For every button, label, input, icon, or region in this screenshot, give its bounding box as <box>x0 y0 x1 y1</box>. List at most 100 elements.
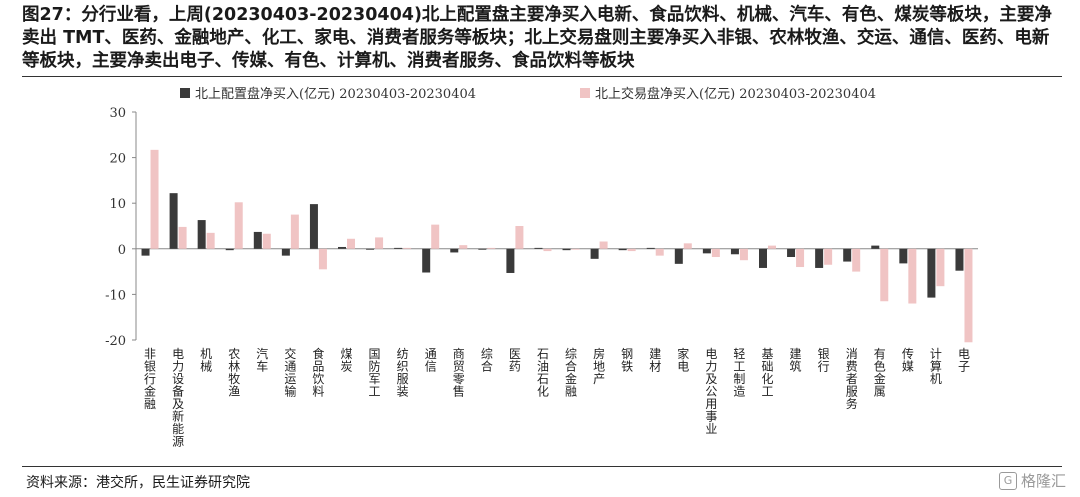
bar-trading <box>487 247 496 249</box>
bar-allocation <box>225 248 234 251</box>
bar-trading <box>178 226 187 249</box>
category-label: 煤炭 <box>340 347 352 374</box>
bar-allocation <box>730 248 739 255</box>
category-labels: 非银行金融 电力设备及新能源 机械 农林牧渔 汽车 交通运输 食品饮料 煤炭 国防军工 纺织服装 通… <box>144 346 970 449</box>
bar-trading <box>318 248 327 270</box>
bar-trading <box>234 202 243 249</box>
bar-allocation <box>141 248 150 256</box>
bar-trading <box>459 245 468 249</box>
bar-trading <box>964 248 973 343</box>
bar-allocation <box>590 248 599 259</box>
category-label: 综合金融 <box>565 347 577 399</box>
legend-swatch <box>580 88 590 98</box>
y-tick-label: 0 <box>118 243 126 258</box>
category-label: 综合 <box>481 347 493 374</box>
chart-axes: -20 -10 0 10 20 30 <box>105 106 978 349</box>
bar-allocation <box>197 220 206 249</box>
bar-allocation <box>562 248 571 251</box>
legend-label: 北上配置盘净买入(亿元) 20230403-20230404 <box>195 86 476 102</box>
watermark-text: 格隆汇 <box>1020 472 1066 490</box>
bar-trading <box>852 248 861 272</box>
title-divider <box>22 76 1062 77</box>
bar-allocation <box>309 204 318 249</box>
bar-allocation <box>534 247 543 249</box>
watermark: G 格隆汇 <box>998 470 1066 491</box>
source-note: 资料来源：港交所，民生证券研究院 <box>26 475 250 491</box>
bar-trading <box>683 243 692 249</box>
bar-chart: 北上配置盘净买入(亿元) 20230403-20230404 北上交易盘净买入(亿… <box>105 86 978 449</box>
bar-trading <box>347 238 355 249</box>
category-label: 机械 <box>200 347 212 374</box>
legend-swatch <box>180 88 190 98</box>
bar-allocation <box>843 248 852 262</box>
bar-allocation <box>674 248 683 264</box>
bar-trading <box>543 248 552 252</box>
bar-allocation <box>618 248 627 251</box>
category-label: 汽车 <box>256 346 268 374</box>
bar-trading <box>375 237 384 249</box>
bar-allocation <box>169 193 178 249</box>
y-tick-label: -10 <box>105 288 126 303</box>
bar-allocation <box>338 246 346 249</box>
bar-trading <box>908 248 917 304</box>
category-label: 房地产 <box>593 346 605 386</box>
category-label: 有色金属 <box>874 347 886 399</box>
category-label: 交通运输 <box>284 346 296 399</box>
bar-allocation <box>422 248 431 273</box>
bar-trading <box>824 248 833 265</box>
bar-allocation <box>253 231 262 249</box>
category-label: 计算机 <box>930 347 942 386</box>
bar-allocation <box>478 248 487 250</box>
category-label: 钢铁 <box>621 347 633 374</box>
bar-trading <box>262 233 271 249</box>
category-label: 非银行金融 <box>144 347 156 411</box>
bar-allocation <box>815 248 824 268</box>
category-label: 医药 <box>509 347 521 374</box>
bar-trading <box>290 214 299 249</box>
category-label: 电力设备及新能源 <box>172 347 184 449</box>
bar-trading <box>768 245 776 249</box>
category-label: 建筑 <box>790 347 802 374</box>
category-label: 通信 <box>425 347 437 374</box>
chart-bars <box>141 149 973 343</box>
category-label: 消费者服务 <box>846 347 858 411</box>
category-label: 纺织服装 <box>397 347 409 399</box>
category-label: 家电 <box>677 346 689 374</box>
bar-allocation <box>899 248 908 264</box>
legend-label: 北上交易盘净买入(亿元) 20230403-20230404 <box>595 86 876 102</box>
bar-allocation <box>646 247 655 249</box>
bar-trading <box>711 248 720 258</box>
category-label: 农林牧渔 <box>228 347 240 399</box>
bar-allocation <box>450 248 459 253</box>
bar-trading <box>599 241 608 249</box>
y-tick-label: 20 <box>109 152 126 167</box>
y-tick-label: 30 <box>109 106 126 121</box>
category-label: 电力及公用事业 <box>705 347 717 436</box>
bar-allocation <box>871 245 880 249</box>
bar-trading <box>571 248 580 250</box>
bar-trading <box>796 248 805 268</box>
bar-trading <box>403 247 412 249</box>
bar-allocation <box>366 248 375 250</box>
bar-trading <box>515 226 524 249</box>
bar-allocation <box>506 248 515 273</box>
bar-allocation <box>281 248 290 256</box>
bar-allocation <box>787 248 796 258</box>
bar-allocation <box>702 248 711 254</box>
bar-allocation <box>955 248 964 271</box>
y-tick-label: 10 <box>109 197 126 212</box>
bar-trading <box>206 232 215 249</box>
category-label: 建材 <box>649 347 661 374</box>
chart-legend: 北上配置盘净买入(亿元) 20230403-20230404 北上交易盘净买入(亿… <box>180 86 876 102</box>
category-label: 传媒 <box>902 346 914 374</box>
bar-trading <box>150 149 159 249</box>
footer-divider <box>22 466 1062 467</box>
bar-trading <box>431 224 440 249</box>
category-label: 电子 <box>958 347 970 374</box>
chart-title: 图27：分行业看，上周(20230403-20230404)北上配置盘主要净买入… <box>22 5 1052 71</box>
bar-allocation <box>927 248 936 298</box>
category-label: 基础化工 <box>761 347 773 399</box>
category-label: 轻工制造 <box>733 347 745 399</box>
category-label: 银行 <box>818 347 830 374</box>
category-label: 国防军工 <box>369 347 381 399</box>
